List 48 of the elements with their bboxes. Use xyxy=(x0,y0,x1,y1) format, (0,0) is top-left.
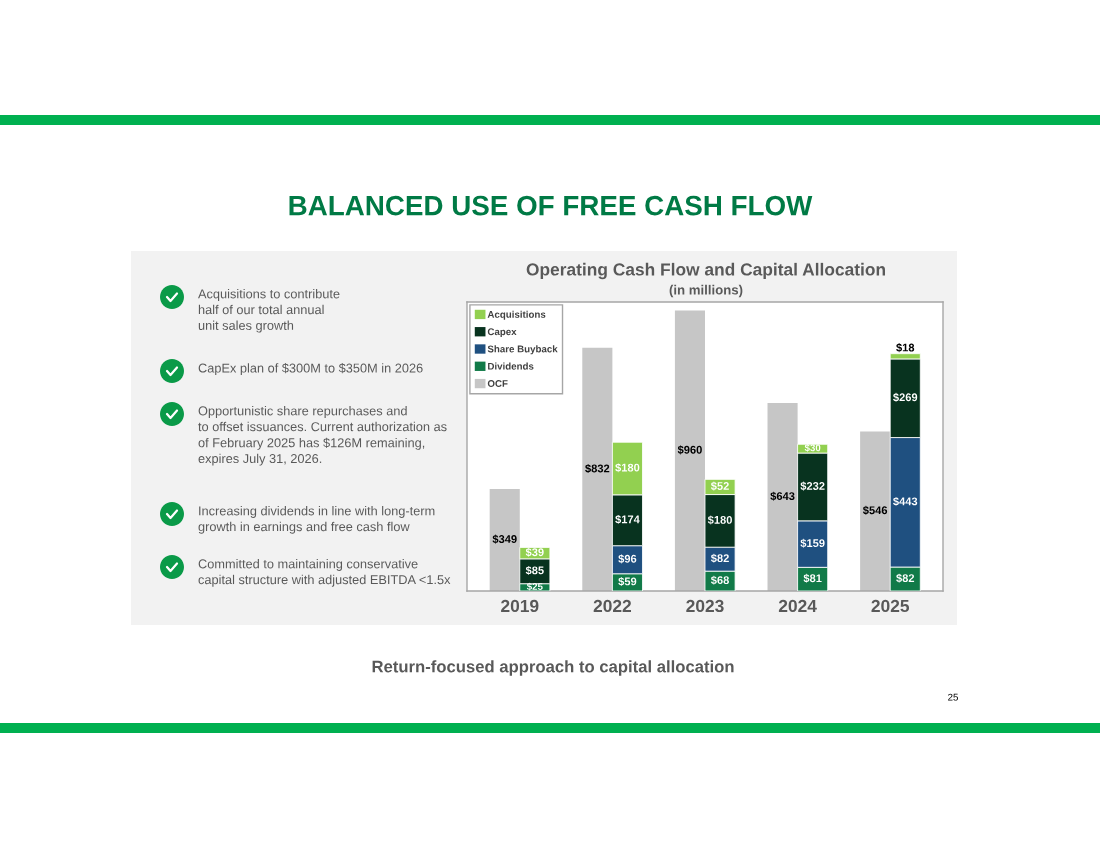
text: Acquisitions to contribute half of our total annual unit sales growth xyxy=(198,289,340,333)
bar xyxy=(767,403,798,591)
text: CapEx plan of $300M to $350M in 2026 xyxy=(198,363,423,376)
data-label: $960 xyxy=(677,445,702,455)
data-label: $349 xyxy=(492,534,517,544)
data-label: $39 xyxy=(525,547,544,557)
data-label: $96 xyxy=(618,554,637,564)
text: Return-focused approach to capital allocation xyxy=(372,660,734,676)
x-tick-label: 2019 xyxy=(501,599,539,613)
legend-label: Acquisitions xyxy=(487,310,546,320)
legend-label: OCF xyxy=(487,380,508,387)
data-label: $81 xyxy=(803,573,822,583)
legend-label: Share Buyback xyxy=(487,345,558,355)
data-label: $82 xyxy=(710,553,729,563)
data-label: $180 xyxy=(615,463,640,473)
data-label: $25 xyxy=(526,582,543,591)
data-label: $52 xyxy=(710,481,729,491)
data-label: $68 xyxy=(710,575,729,585)
data-label: $643 xyxy=(770,491,795,501)
data-label: $180 xyxy=(707,515,732,525)
x-tick-label: 2024 xyxy=(778,599,817,613)
data-label: $832 xyxy=(585,464,610,474)
data-label: $159 xyxy=(800,538,825,548)
data-label: $18 xyxy=(896,343,915,353)
text: Increasing dividends in line with long-term growth in earnings and free cash flow xyxy=(198,506,435,534)
data-label: $269 xyxy=(893,392,918,402)
x-tick-label: 2025 xyxy=(871,599,910,613)
text: 25 xyxy=(948,693,958,701)
legend-label: Capex xyxy=(487,328,517,338)
text: Committed to maintaining conservative capital structure with adjusted EBITDA <1.5x xyxy=(198,559,451,587)
text: BALANCED USE OF FREE CASH FLOW xyxy=(289,195,813,216)
bar xyxy=(582,347,613,591)
data-label: $59 xyxy=(618,577,637,587)
x-tick-label: 2023 xyxy=(686,599,724,613)
chart-title: Operating Cash Flow and Capital Allocation xyxy=(526,262,885,280)
chart-subtitle: (in millions) xyxy=(669,284,743,298)
data-label: $443 xyxy=(893,496,918,506)
legend-label: Dividends xyxy=(488,362,534,370)
data-label: $232 xyxy=(800,481,825,491)
text: Opportunistic share repurchases and to offset issuances. Current authorization as of February 2025 has $126M remaining, expires July 31, 2026. xyxy=(198,406,447,466)
bar xyxy=(674,310,705,591)
data-label: $82 xyxy=(896,573,915,583)
data-label: $546 xyxy=(862,505,888,515)
bar xyxy=(489,489,520,591)
data-label: $30 xyxy=(804,443,821,452)
data-label: $85 xyxy=(525,565,544,575)
data-label: $174 xyxy=(615,514,640,524)
x-tick-label: 2022 xyxy=(593,599,632,613)
